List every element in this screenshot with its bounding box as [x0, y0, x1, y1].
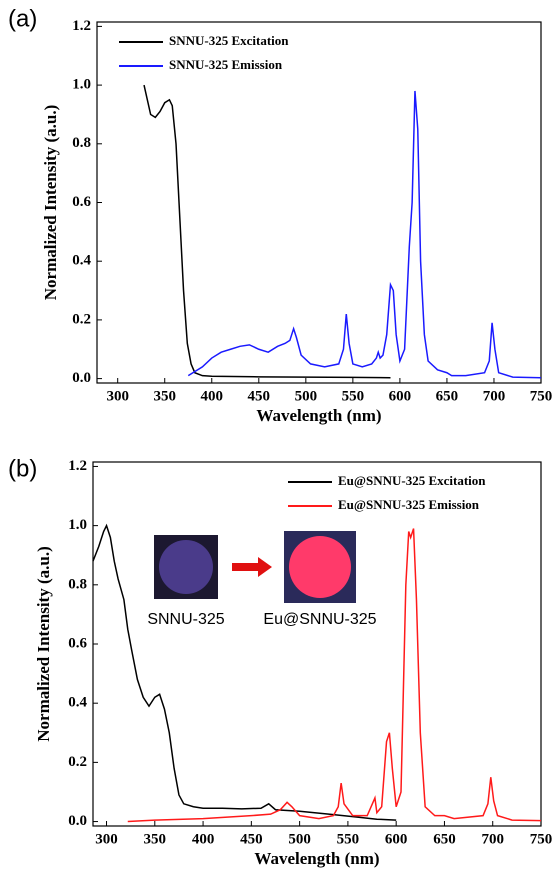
x-tick-label: 700 [483, 388, 506, 404]
x-tick-label: 750 [530, 831, 553, 847]
legend-label: SNNU-325 Emission [169, 57, 283, 72]
panel-label: (a) [8, 5, 37, 32]
x-tick-label: 400 [201, 388, 224, 404]
x-tick-label: 350 [144, 831, 167, 847]
y-tick-label: 0.4 [68, 695, 87, 711]
y-tick-label: 0.6 [72, 194, 91, 210]
x-axis-title: Wavelength (nm) [254, 849, 379, 868]
x-tick-label: 600 [389, 388, 412, 404]
legend-label: SNNU-325 Excitation [169, 33, 289, 48]
x-tick-label: 450 [240, 831, 263, 847]
x-tick-label: 350 [153, 388, 176, 404]
y-tick-label: 0.2 [68, 754, 87, 770]
series-line [92, 523, 397, 821]
inset-arrow [232, 557, 272, 577]
inset-label: Eu@SNNU-325 [263, 611, 376, 628]
y-tick-label: 0.0 [68, 813, 87, 829]
x-tick-label: 650 [436, 388, 459, 404]
x-tick-label: 750 [530, 388, 553, 404]
y-axis-title: Normalized Intensity (a.u.) [34, 546, 53, 741]
inset-sample [159, 540, 213, 594]
y-tick-label: 0.8 [72, 135, 91, 151]
legend-label: Eu@SNNU-325 Emission [338, 497, 480, 512]
y-tick-label: 0.6 [68, 635, 87, 651]
series-line [187, 90, 542, 379]
series-line [127, 528, 542, 823]
y-tick-label: 1.2 [68, 458, 87, 474]
panel-label: (b) [8, 455, 37, 482]
y-tick-label: 0.0 [72, 370, 91, 386]
x-tick-label: 700 [481, 831, 504, 847]
x-tick-label: 550 [342, 388, 365, 404]
legend-label: Eu@SNNU-325 Excitation [338, 473, 486, 488]
inset-sample [289, 536, 351, 598]
y-tick-label: 0.8 [68, 576, 87, 592]
x-tick-label: 600 [385, 831, 408, 847]
x-tick-label: 300 [106, 388, 129, 404]
x-tick-label: 500 [288, 831, 311, 847]
y-tick-label: 1.0 [68, 517, 87, 533]
inset-label: SNNU-325 [147, 611, 224, 628]
plot-frame [96, 21, 542, 384]
x-tick-label: 500 [295, 388, 318, 404]
series-line [143, 84, 391, 379]
y-tick-label: 0.2 [72, 311, 91, 327]
y-tick-label: 0.4 [72, 253, 91, 269]
y-tick-label: 1.2 [72, 18, 91, 34]
y-axis-title: Normalized Intensity (a.u.) [41, 105, 60, 300]
x-axis-title: Wavelength (nm) [256, 406, 381, 425]
plot-frame [92, 461, 542, 827]
x-tick-label: 650 [433, 831, 456, 847]
x-tick-label: 300 [95, 831, 118, 847]
x-tick-label: 450 [248, 388, 271, 404]
x-tick-label: 400 [192, 831, 215, 847]
x-tick-label: 550 [337, 831, 360, 847]
y-tick-label: 1.0 [72, 77, 91, 93]
